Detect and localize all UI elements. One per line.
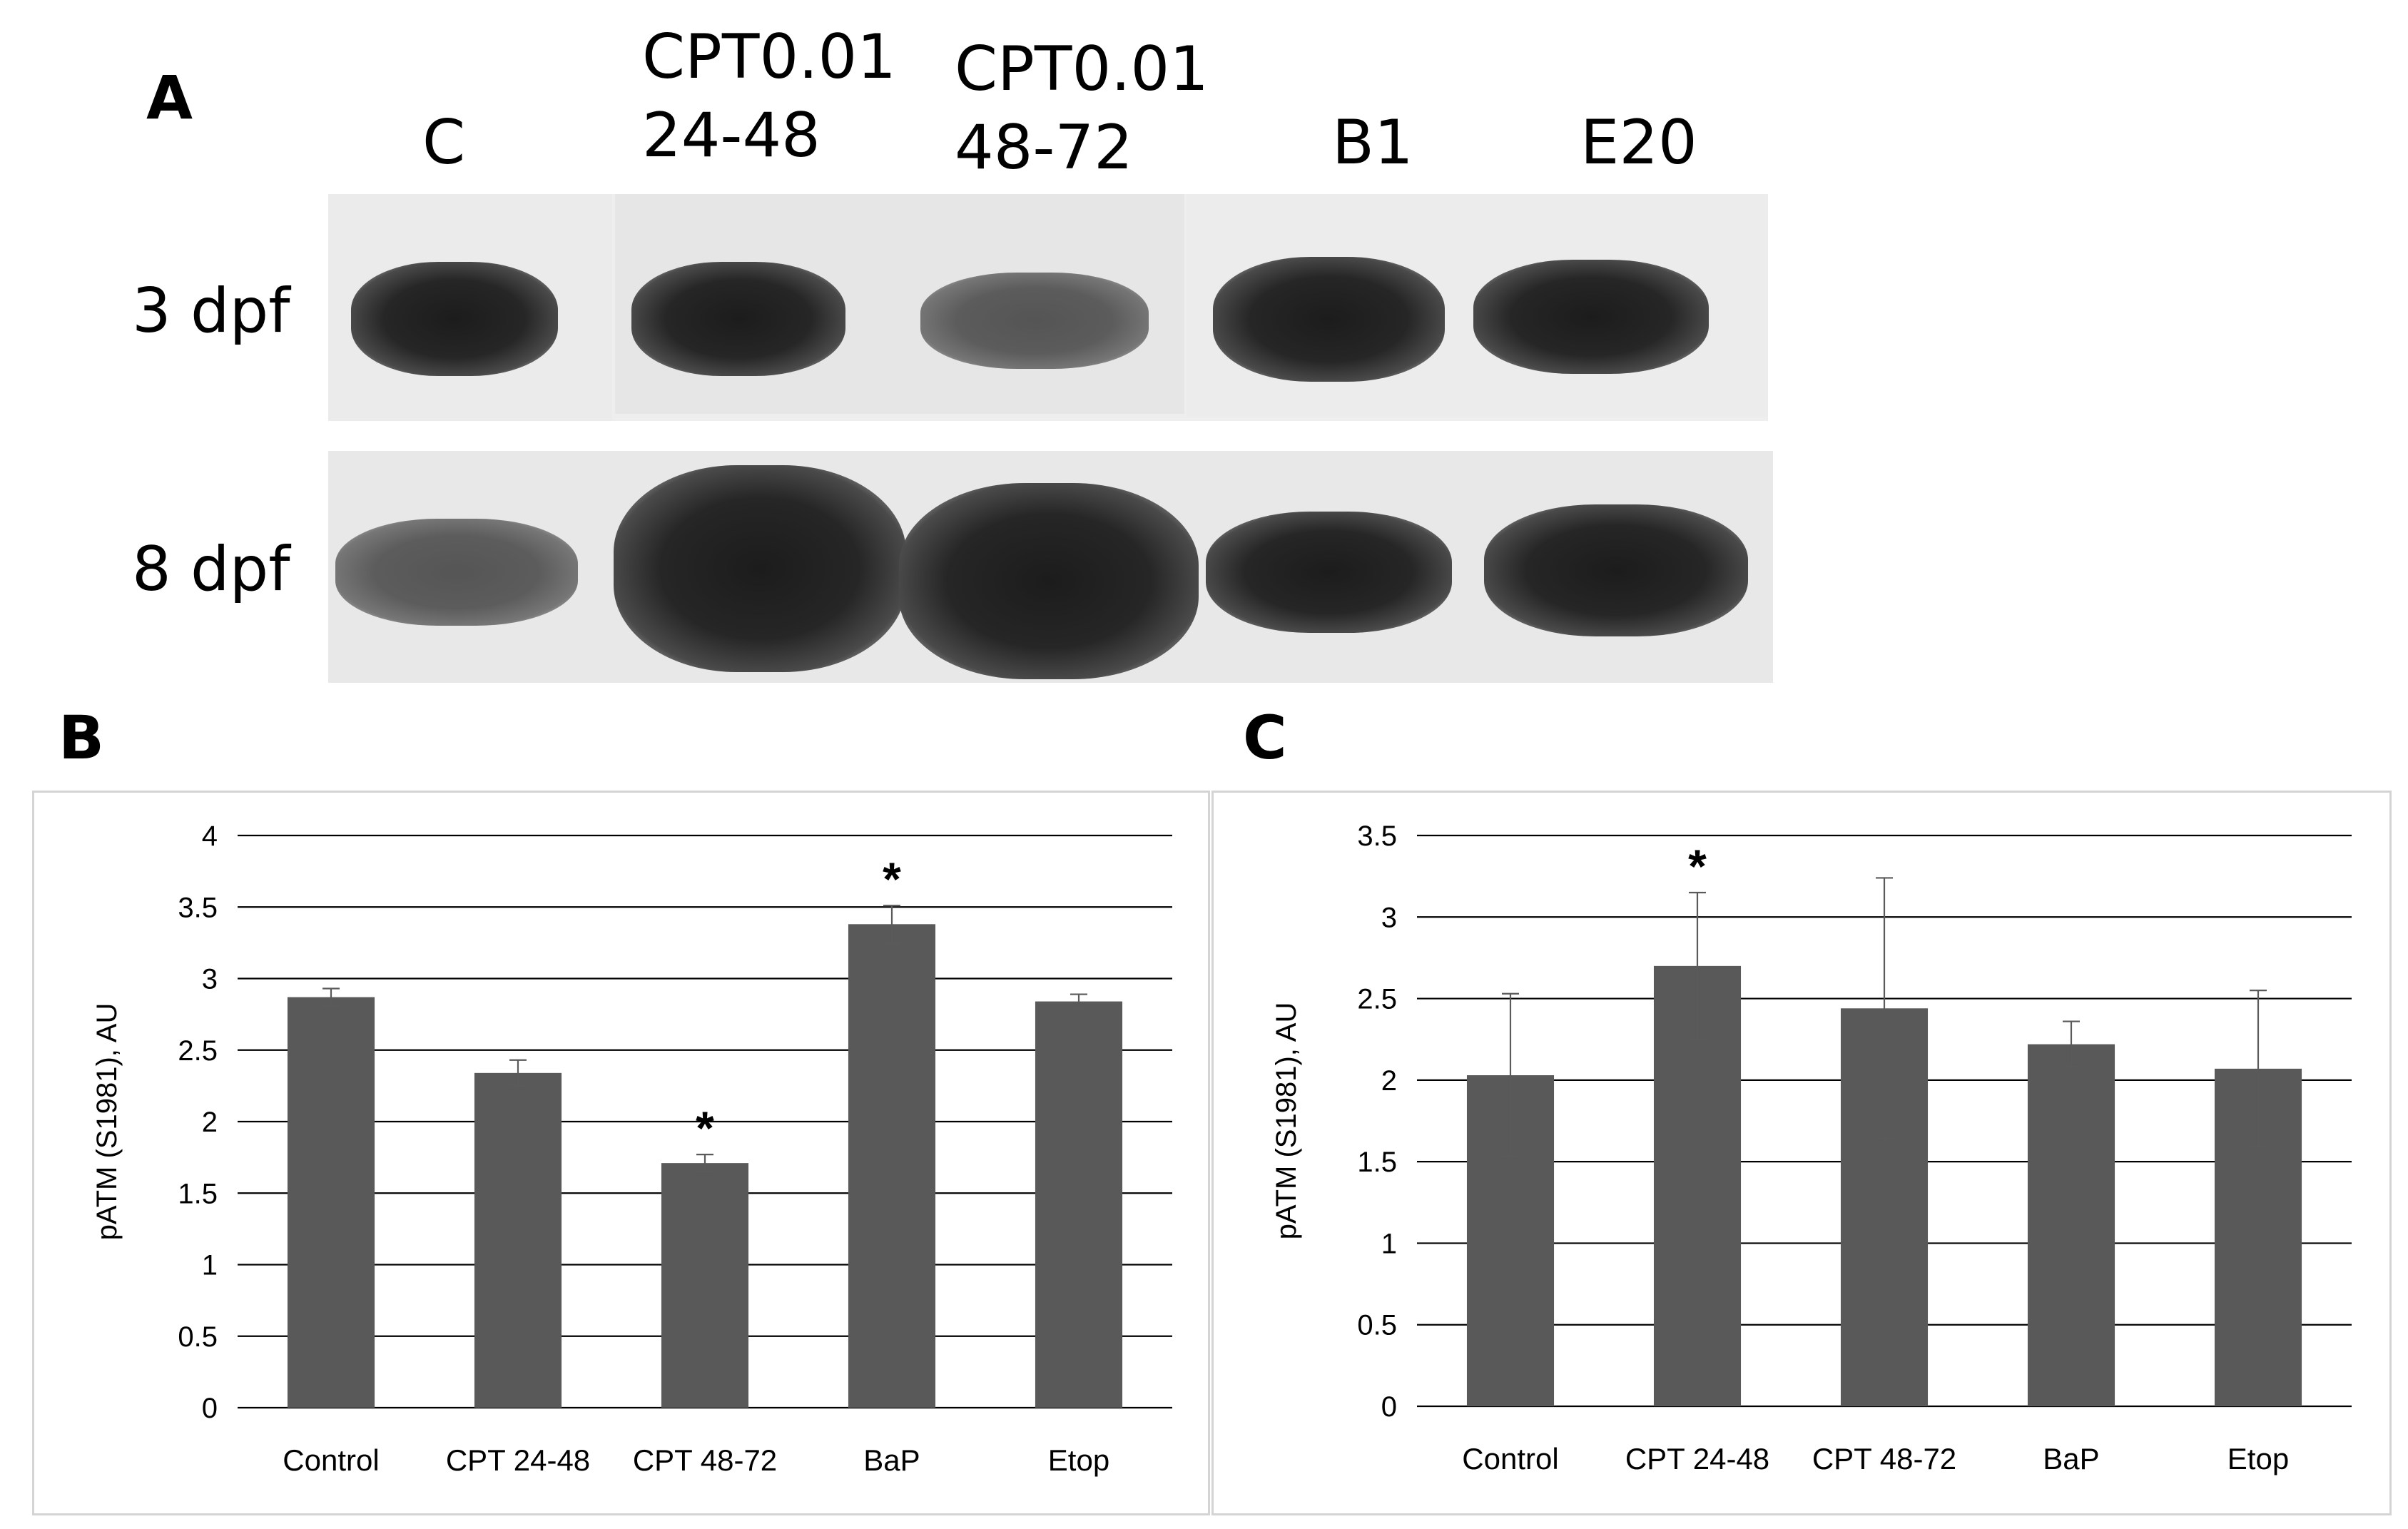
x-tick-label: CPT 48-72 xyxy=(633,1443,777,1477)
chart-b-frame: 0 0.5 1 1.5 2 2.5 3 3.5 4 pATM (S1981), AU Control… xyxy=(32,791,1210,1515)
y-tick-label: 1.5 xyxy=(178,1178,218,1209)
lane-label-cpt-48-72: CPT0.01 48-72 xyxy=(955,30,1209,187)
y-axis-label: pATM (S1981), AU xyxy=(1271,1002,1302,1240)
panel-b-letter: B xyxy=(59,703,105,773)
y-tick-label: 3 xyxy=(1381,902,1397,933)
y-tick-label: 1 xyxy=(202,1250,218,1281)
y-tick-label: 0 xyxy=(1381,1391,1397,1423)
bar xyxy=(661,1163,749,1408)
x-tick-label: BaP xyxy=(2043,1442,2099,1475)
bar xyxy=(848,924,936,1408)
band-8dpf-cpt-48-72 xyxy=(899,483,1199,679)
chart-c: 0 0.5 1 1.5 2 2.5 3 3.5 pATM (S1981), AU Control *… xyxy=(1271,821,2352,1475)
band-3dpf-b1 xyxy=(1213,257,1445,382)
y-tick-label: 3 xyxy=(202,964,218,995)
band-3dpf-cpt-24-48 xyxy=(631,262,845,376)
lane-label-line1: C xyxy=(422,107,466,178)
y-tick-label: 0.5 xyxy=(178,1321,218,1353)
y-tick-label: 1 xyxy=(1381,1228,1397,1259)
row-label-8dpf: 8 dpf xyxy=(132,534,290,605)
x-tick-label: Control xyxy=(283,1443,379,1477)
band-3dpf-control xyxy=(351,262,558,376)
lane-label-b1: B1 xyxy=(1332,103,1413,182)
lane-label-line2: 48-72 xyxy=(955,112,1133,183)
blot-row-3dpf xyxy=(328,194,1768,421)
bar xyxy=(1035,1001,1123,1408)
band-8dpf-cpt-24-48 xyxy=(614,465,906,672)
bar xyxy=(287,997,375,1408)
band-3dpf-cpt-48-72 xyxy=(920,273,1149,369)
y-tick-label: 2 xyxy=(202,1107,218,1138)
lane-label-line1: CPT0.01 xyxy=(642,21,896,93)
y-tick-label: 1.5 xyxy=(1357,1147,1397,1178)
x-tick-label: Etop xyxy=(2227,1442,2289,1475)
band-8dpf-b1 xyxy=(1206,512,1452,633)
bar xyxy=(474,1072,562,1408)
y-tick-label: 0.5 xyxy=(1357,1310,1397,1341)
bar xyxy=(2027,1044,2115,1406)
lane-label-line1: B1 xyxy=(1332,107,1413,178)
x-tick-label: Etop xyxy=(1048,1443,1109,1477)
lane-label-e20: E20 xyxy=(1580,103,1697,182)
lane-label-cpt-24-48: CPT0.01 24-48 xyxy=(642,18,896,175)
row-label-3dpf: 3 dpf xyxy=(132,275,290,347)
panel-c-letter: C xyxy=(1243,703,1287,773)
y-axis-label: pATM (S1981), AU xyxy=(91,1003,123,1241)
chart-b: 0 0.5 1 1.5 2 2.5 3 3.5 4 pATM (S1981), AU Control… xyxy=(91,821,1172,1477)
band-8dpf-e20 xyxy=(1484,504,1748,636)
x-tick-label: CPT 24-48 xyxy=(446,1443,590,1477)
band-3dpf-e20 xyxy=(1473,260,1709,374)
x-tick-label: CPT 24-48 xyxy=(1625,1442,1769,1475)
y-tick-label: 3.5 xyxy=(1357,821,1397,852)
panel-a-letter: A xyxy=(146,63,193,133)
lane-label-line1: E20 xyxy=(1580,107,1697,178)
lane-label-line2: 24-48 xyxy=(642,100,821,171)
significance-marker: * xyxy=(696,1102,714,1154)
y-tick-label: 2.5 xyxy=(178,1035,218,1067)
x-tick-label: Control xyxy=(1462,1442,1558,1475)
chart-c-frame: 0 0.5 1 1.5 2 2.5 3 3.5 pATM (S1981), AU Control *… xyxy=(1211,791,2392,1515)
y-tick-label: 0 xyxy=(202,1393,218,1424)
y-tick-label: 2.5 xyxy=(1357,984,1397,1015)
x-tick-label: BaP xyxy=(863,1443,920,1477)
band-8dpf-control xyxy=(335,519,578,626)
x-tick-label: CPT 48-72 xyxy=(1812,1442,1956,1475)
y-tick-label: 3.5 xyxy=(178,892,218,923)
significance-marker: * xyxy=(883,853,901,905)
lane-label-line1: CPT0.01 xyxy=(955,34,1209,105)
y-tick-label: 4 xyxy=(202,821,218,852)
significance-marker: * xyxy=(1688,840,1707,893)
lane-label-control: C xyxy=(422,103,465,182)
blot-row-8dpf xyxy=(328,451,1773,683)
y-tick-label: 2 xyxy=(1381,1065,1397,1097)
